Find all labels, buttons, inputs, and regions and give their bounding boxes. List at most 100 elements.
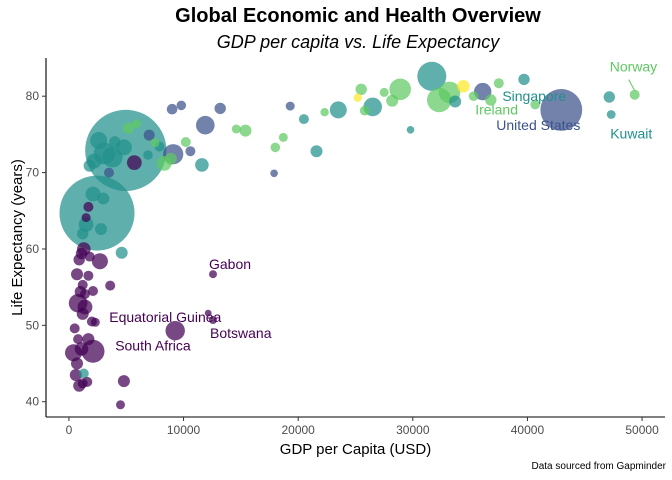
data-point <box>468 91 479 101</box>
data-point <box>164 152 177 165</box>
y-axis-title: Life Expectancy (years) <box>9 159 26 316</box>
data-point <box>353 93 362 102</box>
x-tick-label: 20000 <box>281 423 315 437</box>
y-tick-label: 50 <box>26 318 40 332</box>
y-tick-label: 80 <box>26 89 40 103</box>
point-label-united-states: United States <box>496 117 580 133</box>
point-kuwait <box>606 110 616 119</box>
data-point <box>74 342 89 356</box>
data-point <box>59 175 135 251</box>
data-point <box>143 150 153 160</box>
y-tick-label: 70 <box>26 166 40 180</box>
points-layer <box>59 61 640 410</box>
data-point <box>270 169 278 178</box>
x-tick-label: 0 <box>66 423 73 437</box>
data-point <box>115 246 128 259</box>
data-point <box>417 61 447 91</box>
data-point <box>126 155 142 171</box>
chart-title: Global Economic and Health Overview <box>175 5 541 27</box>
point-norway <box>629 89 640 100</box>
data-point <box>73 254 85 266</box>
data-point <box>90 317 100 327</box>
data-point <box>90 132 108 149</box>
data-point <box>355 83 367 96</box>
label-leader-line <box>628 79 636 91</box>
data-point <box>196 115 215 135</box>
data-point <box>109 136 121 148</box>
data-point <box>270 142 281 153</box>
data-point <box>78 368 89 379</box>
data-point <box>278 132 288 142</box>
data-point <box>83 201 94 212</box>
data-point <box>83 270 94 281</box>
data-point <box>185 146 196 157</box>
data-point <box>83 159 96 172</box>
data-point <box>485 94 497 106</box>
data-point <box>81 213 91 223</box>
data-point <box>71 268 83 281</box>
data-point <box>122 122 135 134</box>
x-tick-label: 10000 <box>167 423 201 437</box>
data-point <box>88 286 98 296</box>
point-south-africa <box>165 321 185 341</box>
point-ireland <box>530 99 540 110</box>
y-tick-label: 60 <box>26 242 40 256</box>
point-label-kuwait: Kuwait <box>610 126 652 142</box>
data-point <box>84 251 95 262</box>
data-point <box>80 289 90 299</box>
data-point <box>91 253 108 270</box>
data-point <box>231 124 241 134</box>
data-point <box>518 73 530 86</box>
data-point <box>82 333 95 346</box>
data-point <box>117 375 130 388</box>
x-tick-label: 40000 <box>511 423 545 437</box>
point-label-norway: Norway <box>610 59 657 75</box>
point-label-ireland: Ireland <box>475 102 518 118</box>
data-point <box>406 126 415 134</box>
data-point <box>143 129 155 141</box>
data-point <box>166 103 178 115</box>
point-label-equatorial-guinea: Equatorial Guinea <box>109 309 221 325</box>
data-point <box>69 323 80 334</box>
data-point <box>132 119 142 129</box>
data-point <box>285 101 295 111</box>
data-point <box>69 369 82 381</box>
y-tick-label: 40 <box>26 395 40 409</box>
data-point <box>104 167 114 178</box>
point-label-gabon: Gabon <box>209 256 251 272</box>
data-point <box>85 186 101 202</box>
data-point <box>457 80 470 93</box>
data-point <box>97 192 110 205</box>
data-point <box>73 334 84 345</box>
axes-layer: 0 10000 20000 30000 40000 50000 40 50 60 70 80 <box>26 58 665 437</box>
point-singapore <box>603 91 615 103</box>
data-point <box>389 78 412 101</box>
data-point <box>116 400 125 410</box>
data-point <box>195 158 209 172</box>
x-tick-label: 50000 <box>625 423 659 437</box>
data-point <box>449 95 462 108</box>
data-point <box>150 138 160 148</box>
data-point <box>71 357 83 370</box>
data-point <box>77 279 88 290</box>
chart-subtitle: GDP per capita vs. Life Expectancy <box>216 32 500 52</box>
data-point <box>77 378 88 389</box>
data-point <box>493 78 504 89</box>
x-axis-title: GDP per Capita (USD) <box>280 441 431 458</box>
chart-caption: Data sourced from Gapminder <box>531 461 666 472</box>
point-united-states <box>540 89 583 131</box>
data-point <box>76 307 89 320</box>
data-point <box>329 101 347 119</box>
data-point <box>77 228 89 240</box>
point-label-singapore: Singapore <box>502 88 566 104</box>
data-point <box>239 124 252 137</box>
point-label-south-africa: South Africa <box>115 338 191 354</box>
data-point <box>359 105 370 116</box>
point-gabon <box>209 270 217 279</box>
point-label-botswana: Botswana <box>210 325 272 341</box>
point-equatorial-guinea <box>204 309 212 317</box>
point-botswana <box>209 316 217 324</box>
data-point <box>320 108 329 117</box>
